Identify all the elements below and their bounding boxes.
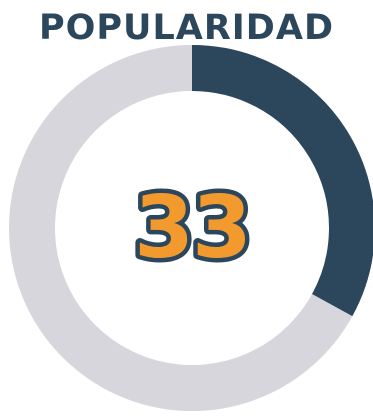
- center-value-label: 33: [134, 178, 250, 278]
- chart-title: POPULARIDAD: [38, 8, 335, 48]
- donut-value-arc: [191, 45, 373, 317]
